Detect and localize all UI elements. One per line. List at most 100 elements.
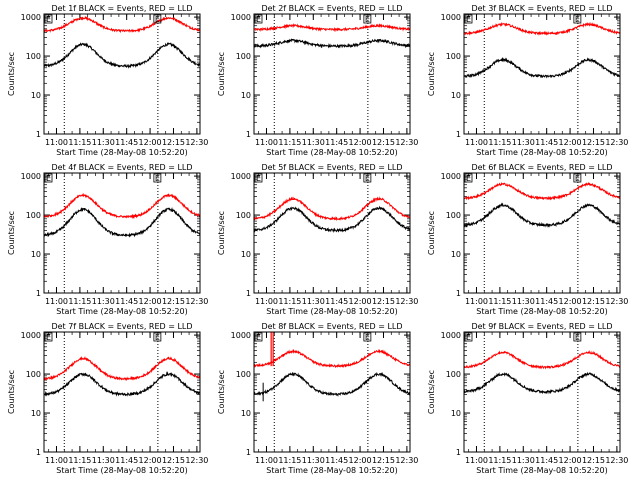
marker-label: E [155, 15, 160, 24]
x-tick-label: 12:00 [559, 297, 582, 306]
marker-label: E [46, 174, 51, 183]
marker-box [153, 14, 162, 24]
y-tick-label: 100 [26, 52, 41, 61]
y-tick-label: 1000 [231, 331, 251, 340]
x-tick-label: 11:00 [45, 138, 68, 147]
y-tick-label: 10 [451, 91, 461, 100]
x-tick-label: 11:00 [465, 456, 488, 465]
series-events [253, 38, 411, 49]
series-events [253, 371, 411, 397]
x-axis-label: Start Time (28-May-08 10:52:20) [56, 148, 187, 157]
x-tick-label: 11:30 [302, 297, 325, 306]
x-tick-label: 11:30 [512, 456, 535, 465]
panel-det-2: Det 2f BLACK = Events, RED = LLD Counts/s… [217, 4, 418, 157]
x-tick-label: 11:00 [45, 456, 68, 465]
x-tick-label: 11:00 [255, 138, 278, 147]
marker-label: E [575, 15, 580, 24]
x-tick-label: 11:30 [512, 297, 535, 306]
marker-box [573, 173, 582, 183]
y-tick-label: 1 [246, 448, 251, 457]
y-tick-label: 100 [446, 370, 461, 379]
series-lld [43, 15, 201, 34]
marker-box [44, 14, 53, 24]
y-tick-label: 1000 [21, 172, 41, 181]
x-tick-label: 11:45 [325, 297, 348, 306]
x-axis-label: Start Time (28-May-08 10:52:20) [56, 466, 187, 475]
series-lld [463, 349, 621, 370]
x-tick-label: 11:30 [92, 456, 115, 465]
x-tick-label: 12:15 [372, 297, 395, 306]
marker-box [44, 332, 53, 342]
y-axis-label: Counts/sec [427, 52, 436, 96]
marker-box [153, 332, 162, 342]
panel-title: Det 7f BLACK = Events, RED = LLD [51, 322, 192, 331]
x-tick-label: 12:15 [582, 456, 605, 465]
marker-label: E [256, 333, 261, 342]
x-tick-label: 11:30 [302, 456, 325, 465]
panel-det-9: Det 9f BLACK = Events, RED = LLD Counts/s… [427, 322, 628, 475]
series-events [463, 202, 621, 228]
x-tick-label: 11:15 [488, 297, 511, 306]
marker-box [464, 173, 473, 183]
x-tick-label: 12:00 [139, 297, 162, 306]
y-tick-label: 1000 [441, 172, 461, 181]
marker-box [254, 332, 263, 342]
x-tick-label: 12:00 [139, 138, 162, 147]
y-tick-label: 10 [451, 250, 461, 259]
y-tick-label: 1 [36, 448, 41, 457]
x-tick-label: 11:15 [278, 138, 301, 147]
y-tick-label: 100 [446, 211, 461, 220]
x-tick-label: 12:15 [372, 138, 395, 147]
x-tick-label: 11:45 [325, 138, 348, 147]
y-tick-label: 1 [246, 289, 251, 298]
series-events [253, 205, 411, 233]
panel-title: Det 3f BLACK = Events, RED = LLD [471, 4, 612, 13]
x-tick-label: 12:30 [605, 138, 628, 147]
y-axis-label: Counts/sec [217, 52, 226, 96]
panel-title: Det 1f BLACK = Events, RED = LLD [51, 4, 192, 13]
x-tick-label: 11:45 [115, 456, 138, 465]
marker-label: E [256, 174, 261, 183]
series-lld [253, 348, 411, 369]
y-tick-label: 1000 [231, 172, 251, 181]
marker-label: E [466, 174, 471, 183]
y-tick-label: 1 [456, 448, 461, 457]
marker-label: E [155, 174, 160, 183]
y-axis-label: Counts/sec [427, 211, 436, 255]
x-tick-label: 11:30 [92, 297, 115, 306]
y-tick-label: 100 [26, 370, 41, 379]
x-tick-label: 11:15 [278, 297, 301, 306]
x-tick-label: 12:15 [582, 297, 605, 306]
series-lld [463, 21, 621, 36]
y-tick-label: 1000 [21, 13, 41, 22]
series-lld [253, 22, 411, 33]
marker-box [44, 173, 53, 183]
x-tick-label: 11:00 [255, 456, 278, 465]
x-tick-label: 11:30 [302, 138, 325, 147]
y-tick-label: 1 [246, 130, 251, 139]
x-tick-label: 12:15 [582, 138, 605, 147]
y-tick-label: 1 [456, 130, 461, 139]
series-events [463, 371, 621, 395]
panel-det-3: Det 3f BLACK = Events, RED = LLD Counts/s… [427, 4, 628, 157]
plot-frame [463, 331, 621, 453]
y-axis-label: Counts/sec [7, 370, 16, 414]
x-tick-label: 11:45 [535, 456, 558, 465]
plot-frame [43, 331, 201, 453]
panel-det-5: Det 5f BLACK = Events, RED = LLD Counts/s… [217, 163, 418, 316]
x-axis-label: Start Time (28-May-08 10:52:20) [476, 466, 607, 475]
x-tick-label: 11:45 [115, 297, 138, 306]
y-axis-label: Counts/sec [427, 370, 436, 414]
y-axis-label: Counts/sec [7, 211, 16, 255]
x-axis-label: Start Time (28-May-08 10:52:20) [56, 307, 187, 316]
series-events [43, 42, 201, 69]
marker-box [573, 14, 582, 24]
y-tick-label: 1 [456, 289, 461, 298]
panel-title: Det 5f BLACK = Events, RED = LLD [261, 163, 402, 172]
x-tick-label: 12:30 [395, 297, 418, 306]
x-tick-label: 12:30 [395, 456, 418, 465]
y-tick-label: 1000 [441, 331, 461, 340]
x-tick-label: 12:30 [605, 456, 628, 465]
marker-box [254, 173, 263, 183]
